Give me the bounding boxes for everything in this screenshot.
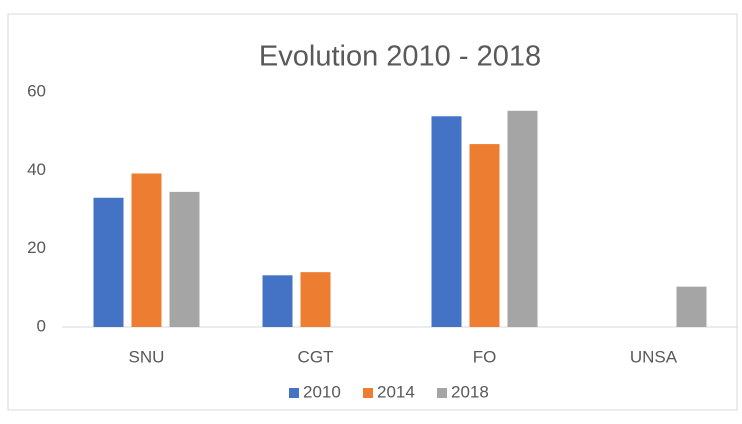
bar: [169, 191, 200, 327]
x-tick-label: UNSA: [630, 347, 678, 366]
bar: [93, 197, 124, 327]
chart-border: [7, 13, 738, 411]
x-tick-label: SNU: [129, 347, 165, 366]
y-tick-label: 0: [37, 316, 46, 335]
y-tick-label: 20: [27, 238, 46, 257]
bar: [300, 272, 331, 327]
bar: [507, 110, 538, 327]
legend-label: 2010: [303, 382, 341, 401]
chart-title: Evolution 2010 - 2018: [259, 41, 541, 73]
y-tick-label: 60: [27, 81, 46, 100]
bar: [262, 275, 293, 327]
bar: [676, 286, 707, 327]
legend-swatch: [363, 388, 373, 398]
bar: [131, 173, 162, 327]
legend-swatch: [437, 388, 447, 398]
legend-label: 2014: [377, 382, 415, 401]
x-tick-label: FO: [473, 347, 497, 366]
bar: [431, 116, 462, 328]
bar: [469, 144, 500, 327]
y-tick-label: 40: [27, 160, 46, 179]
legend-label: 2018: [451, 382, 489, 401]
legend-swatch: [289, 388, 299, 398]
x-tick-label: CGT: [298, 347, 334, 366]
